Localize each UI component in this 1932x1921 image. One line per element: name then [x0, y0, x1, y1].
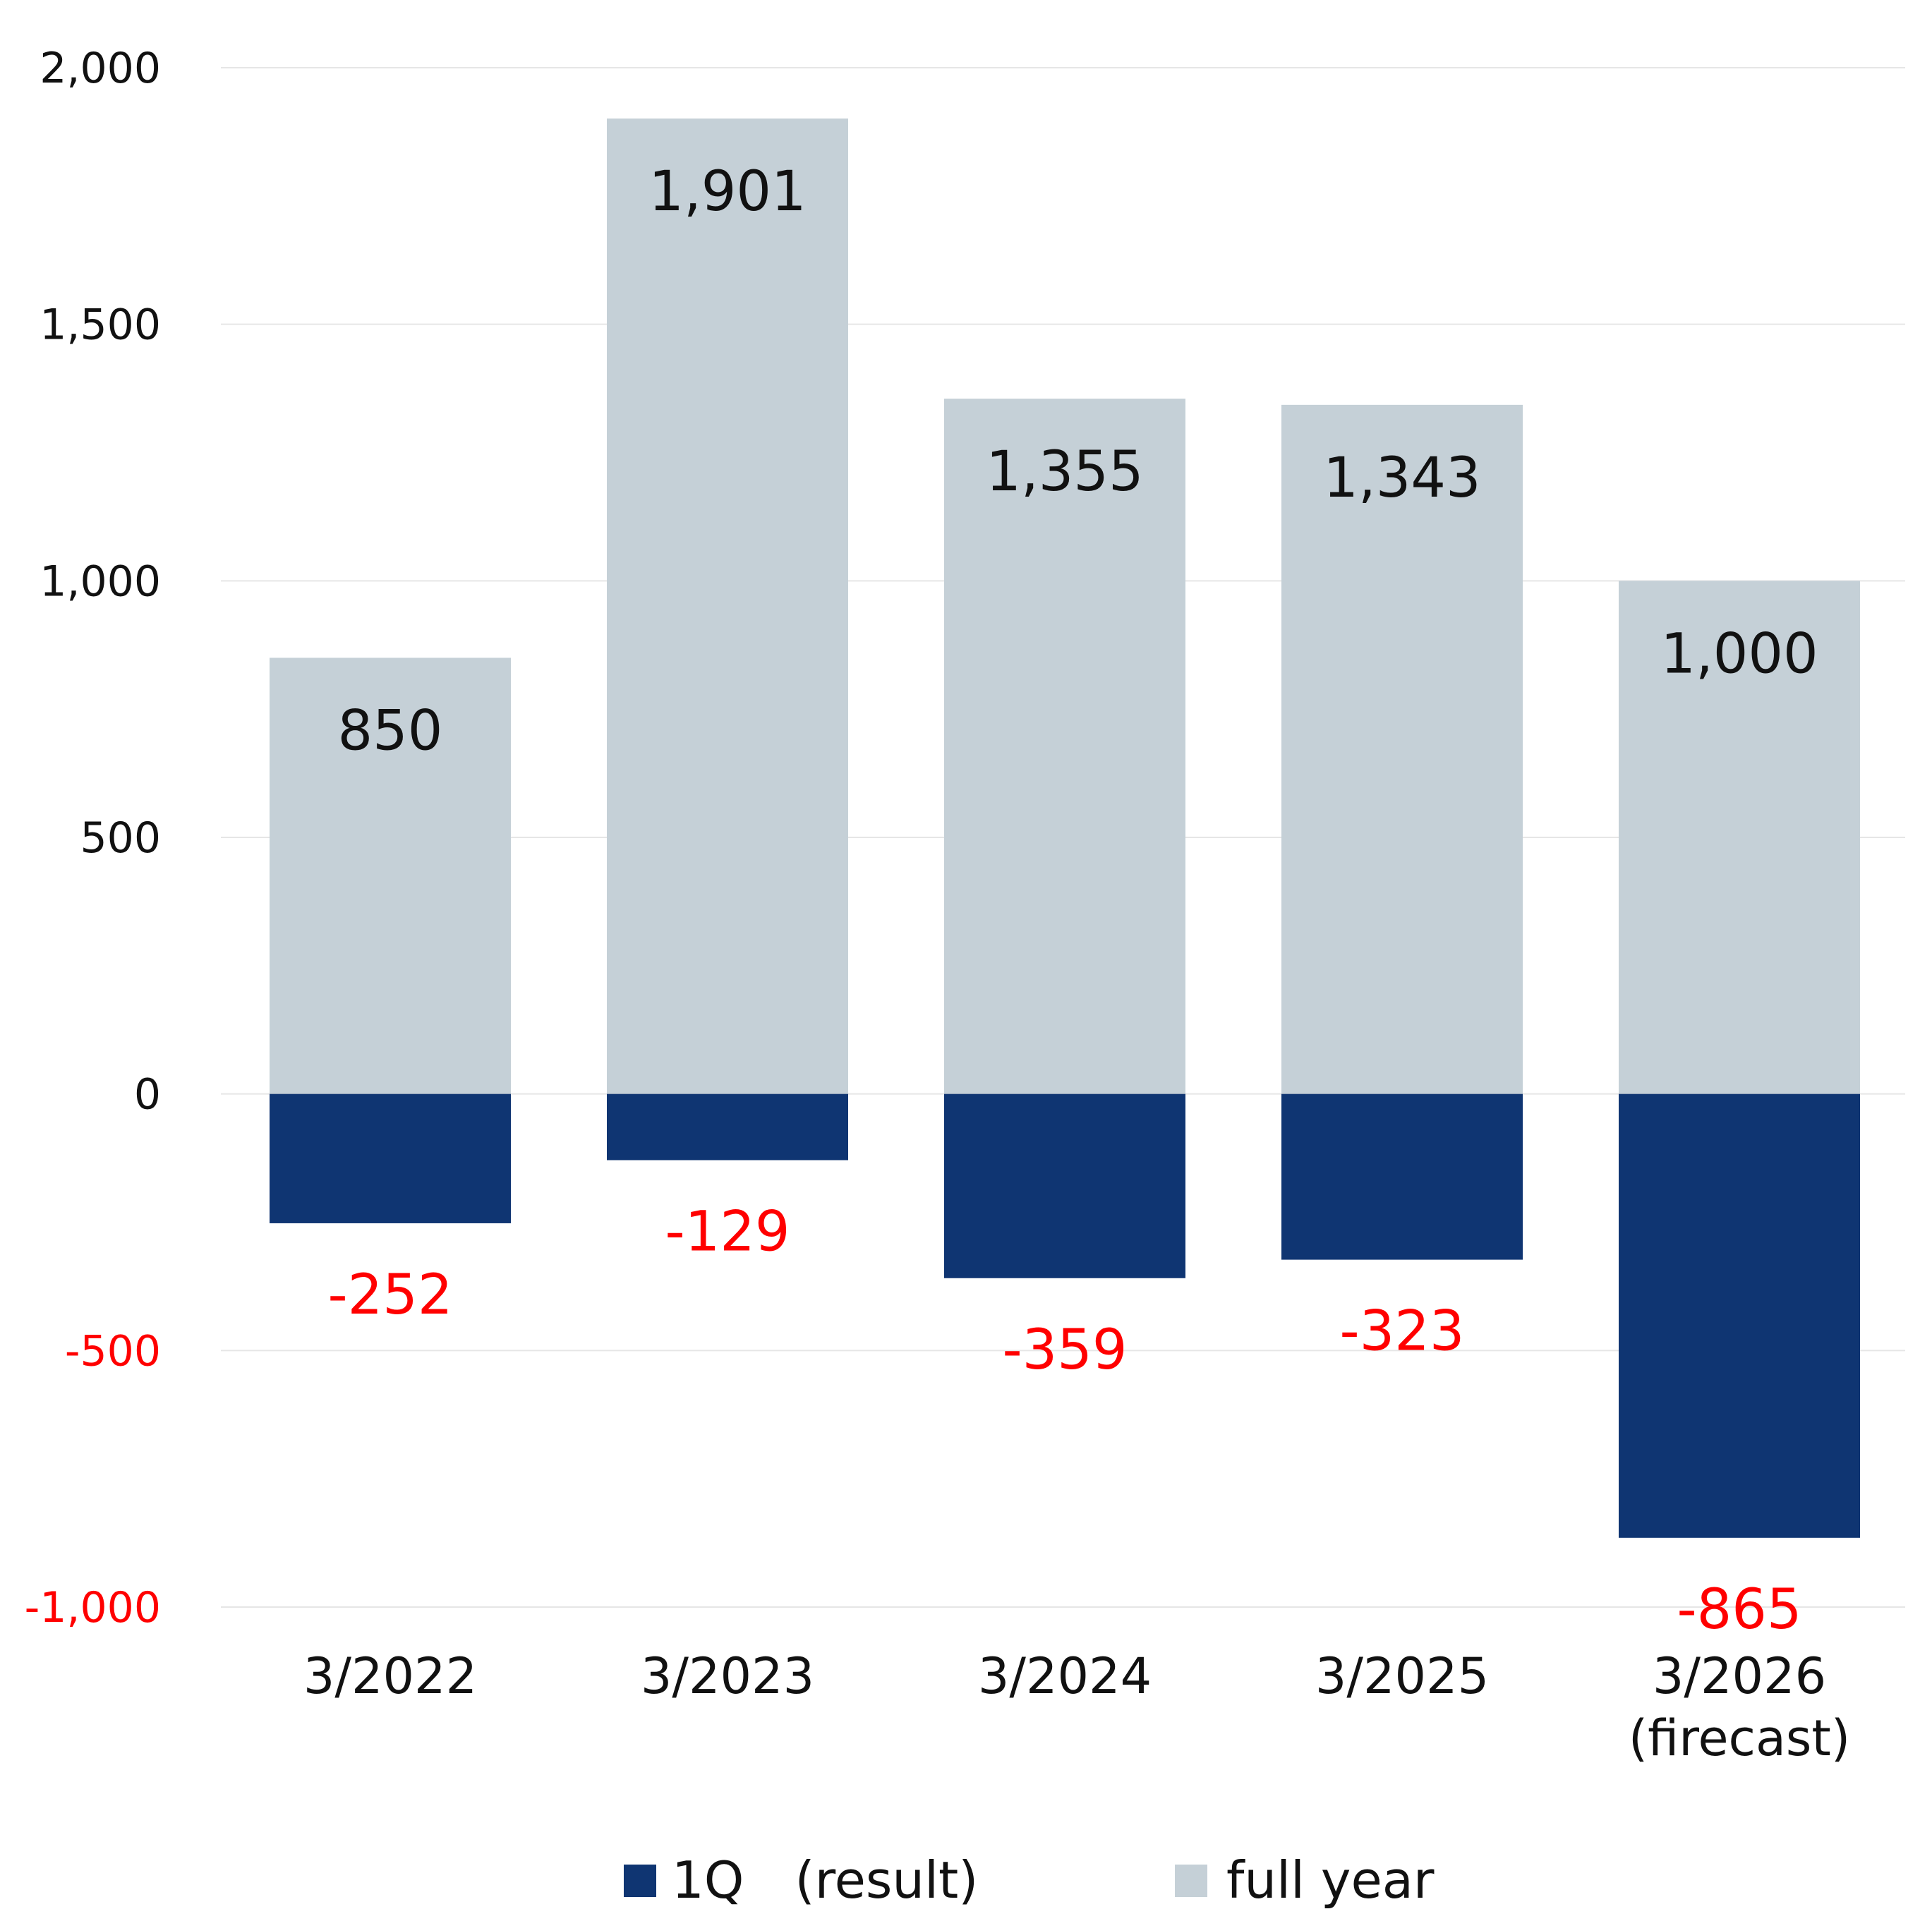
legend-label-1q: 1Q (result): [672, 1850, 978, 1910]
data-label-1q: -359: [1002, 1319, 1127, 1382]
data-label-full-year: 850: [338, 699, 443, 763]
data-label-1q: -323: [1339, 1300, 1464, 1364]
y-tick-label: 500: [80, 813, 161, 863]
bar-1q-result: [270, 1093, 511, 1223]
data-label-1q: -252: [327, 1264, 452, 1327]
bar-1q-result: [1281, 1093, 1523, 1260]
bar-full-year: [1281, 404, 1523, 1094]
y-tick-label: 2,000: [40, 44, 161, 93]
y-tick-label: -1,000: [25, 1583, 161, 1632]
y-tick-label: 1,000: [40, 557, 161, 606]
x-axis-tick-labels: 3/2022 3/2023 3/2024 3/2025 3/2026(firecast): [303, 1647, 1850, 1767]
bar-full-year: [270, 657, 511, 1094]
bars: [270, 119, 1860, 1538]
bar-1q-result: [607, 1093, 848, 1161]
x-tick-label: 3/2026: [1653, 1647, 1826, 1705]
bar-full-year: [944, 399, 1185, 1094]
x-tick-label: 3/2022: [303, 1647, 477, 1705]
data-label-1q: -865: [1677, 1578, 1801, 1642]
y-axis-tick-labels: 2,000 1,500 1,000 500 0 -500 -1,000: [25, 44, 161, 1632]
x-tick-label: 3/2024: [978, 1647, 1152, 1705]
legend-swatch-full-year: [1175, 1865, 1207, 1897]
data-label-full-year: 1,901: [648, 160, 806, 224]
data-label-full-year: 1,355: [986, 440, 1143, 504]
bar-1q-result: [944, 1093, 1185, 1278]
legend-swatch-1q: [624, 1865, 656, 1897]
bar-full-year: [1619, 581, 1860, 1094]
data-labels: 850 -252 1,901 -129 1,355 -359 1,343 -323 1,000 -…: [327, 160, 1818, 1642]
x-tick-label: 3/2023: [641, 1647, 814, 1705]
y-tick-label: 1,500: [40, 301, 161, 350]
data-label-full-year: 1,343: [1323, 447, 1480, 510]
bar-full-year: [607, 119, 848, 1094]
data-label-full-year: 1,000: [1660, 622, 1818, 686]
x-tick-label: 3/2025: [1315, 1647, 1489, 1705]
y-tick-label: 0: [134, 1070, 161, 1120]
y-tick-label: -500: [65, 1326, 161, 1376]
legend: 1Q (result) full year: [624, 1850, 1435, 1910]
x-tick-label: (firecast): [1629, 1709, 1850, 1767]
bar-1q-result: [1619, 1093, 1860, 1538]
legend-label-full-year: full year: [1226, 1850, 1435, 1910]
data-label-1q: -129: [665, 1200, 790, 1264]
